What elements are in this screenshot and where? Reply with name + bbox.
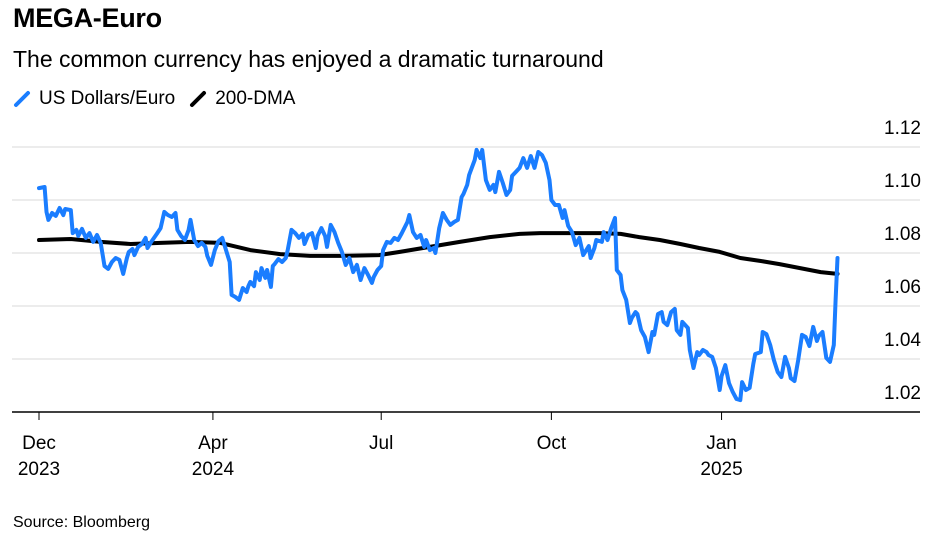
x-axis: Dec 2023 Apr 2024 Jul Oct Jan 2025 — [12, 411, 920, 480]
y-tick-label: 1.08 — [884, 224, 921, 245]
line-swatch-icon — [14, 91, 30, 107]
line-swatch-icon — [190, 91, 207, 107]
gridlines — [12, 146, 920, 360]
source-note: Source: Bloomberg — [13, 514, 150, 531]
x-tick-label: Oct — [537, 433, 567, 454]
series-line-eurusd — [37, 147, 840, 403]
legend: US Dollars/Euro 200-DMA — [13, 88, 309, 110]
y-tick-label: 1.02 — [884, 383, 921, 404]
y-tick-label: 1.10 — [884, 171, 921, 192]
x-tick-label: Apr — [198, 433, 228, 454]
legend-item-eurusd: US Dollars/Euro — [13, 88, 175, 110]
x-tick-year-label: 2023 — [18, 459, 60, 480]
x-tick-label: Dec — [22, 433, 56, 454]
x-tick-label: Jan — [706, 433, 737, 454]
x-tick-label: Jul — [369, 433, 393, 454]
x-tick-year-label: 2024 — [192, 459, 235, 480]
legend-label: US Dollars/Euro — [39, 88, 176, 109]
y-tick-label: 1.04 — [884, 330, 921, 351]
y-tick-label: 1.06 — [884, 277, 921, 298]
series-group — [37, 147, 840, 403]
legend-item-200dma: 200-DMA — [189, 88, 295, 110]
y-tick-label: 1.12 — [884, 118, 921, 139]
chart-subtitle: The common currency has enjoyed a dramat… — [13, 46, 604, 72]
x-tick-year-label: 2025 — [700, 459, 742, 480]
y-axis-labels: 1.02 1.04 1.06 1.08 1.10 1.12 — [884, 118, 921, 404]
chart-title: MEGA-Euro — [13, 3, 162, 33]
legend-label: 200-DMA — [215, 88, 296, 109]
